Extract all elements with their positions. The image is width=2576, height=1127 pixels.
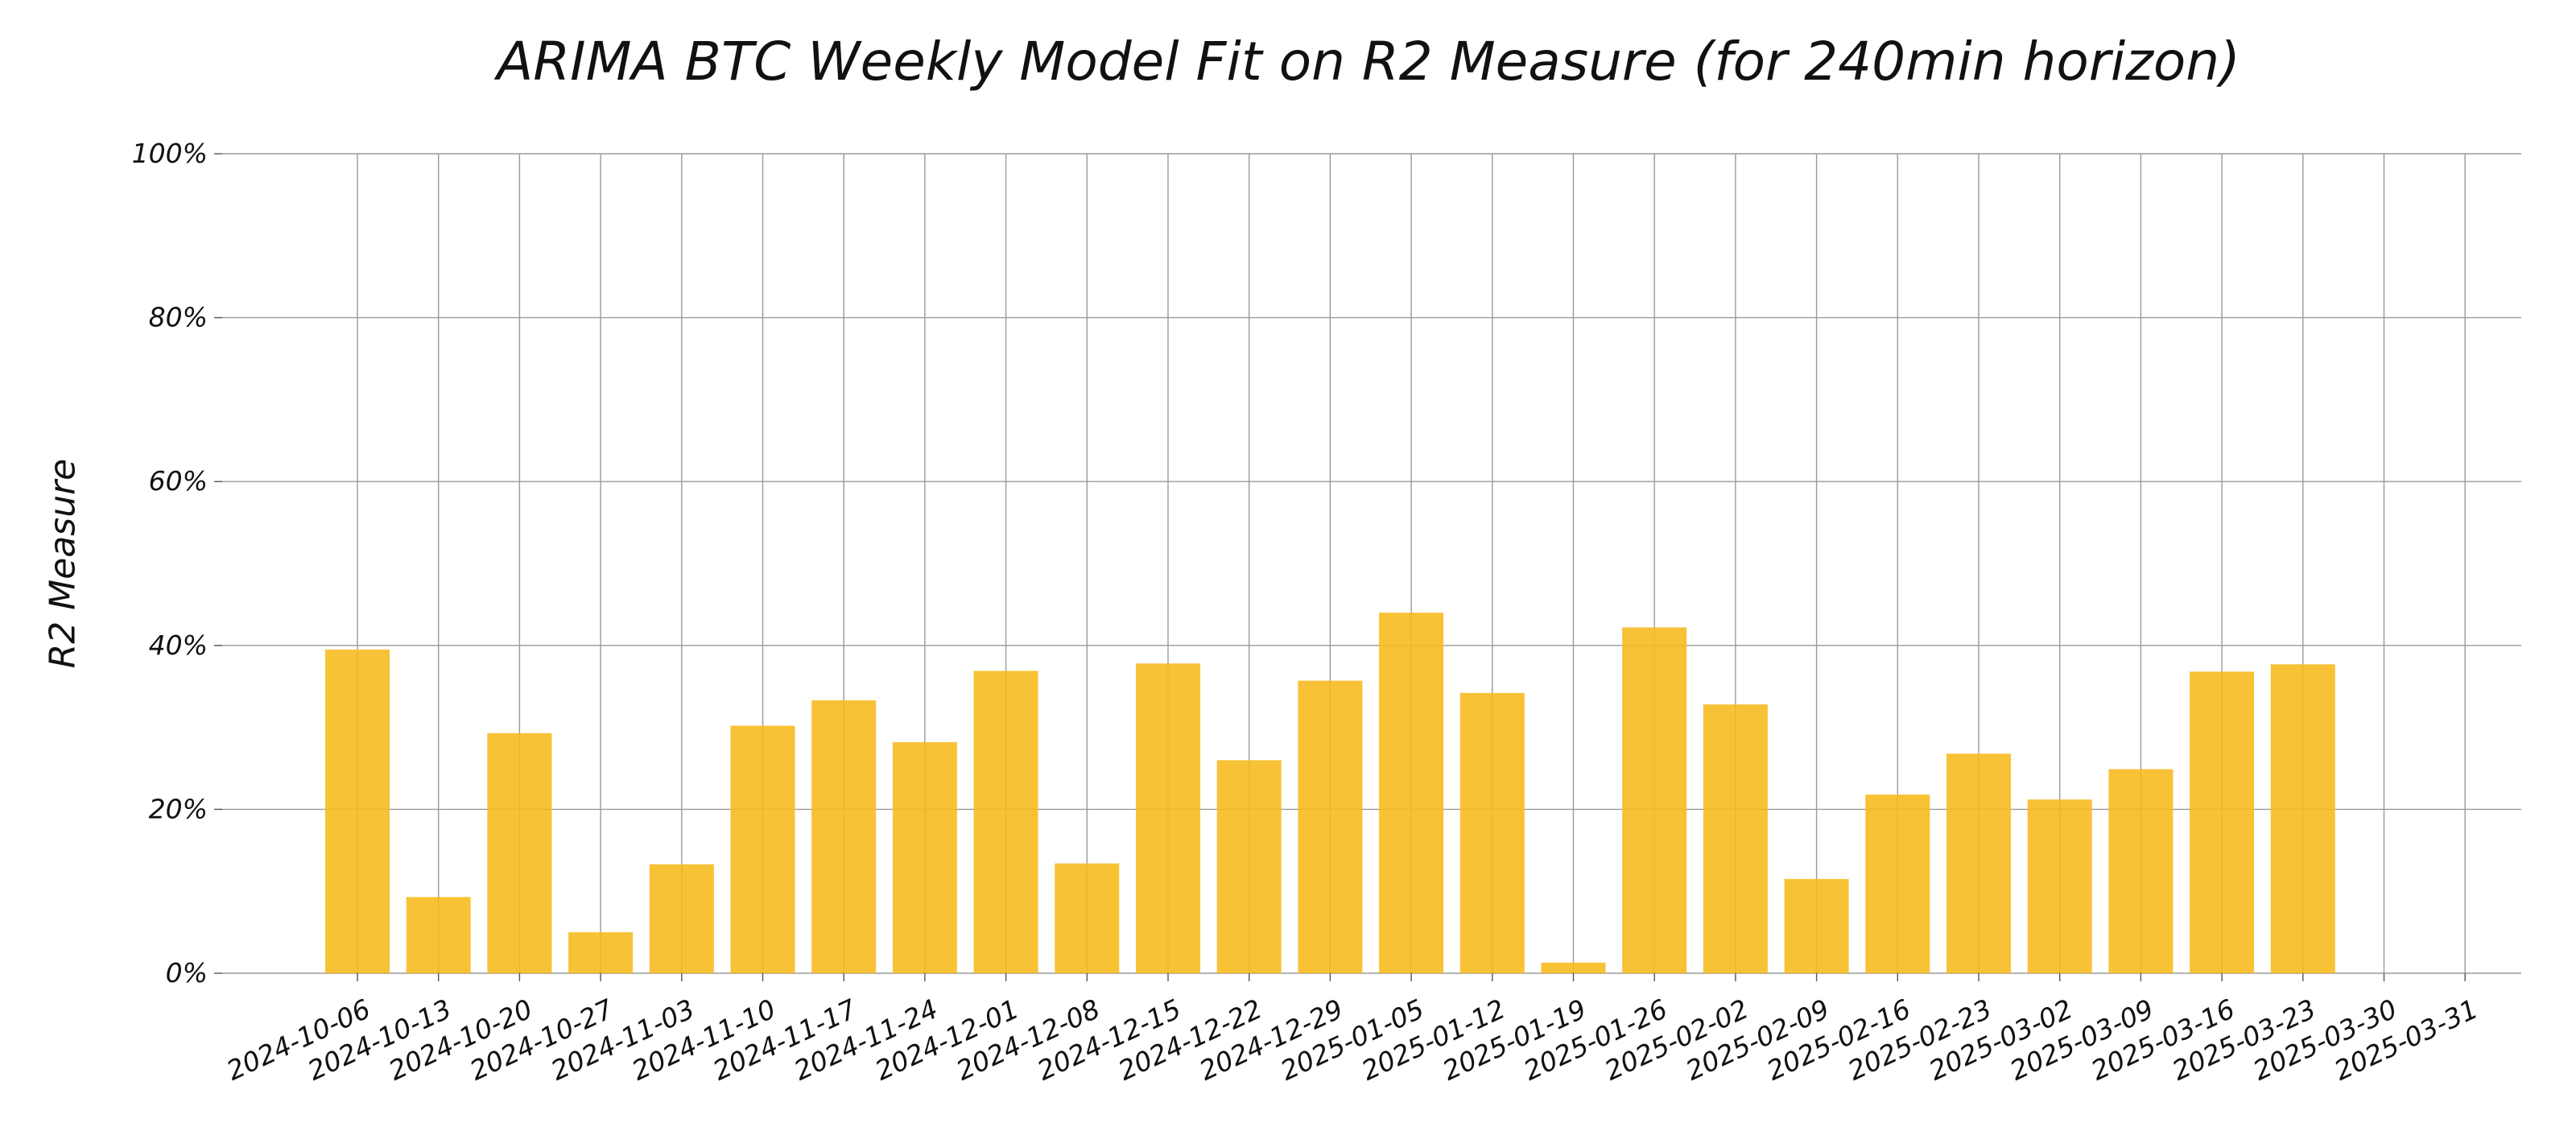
bar — [1216, 760, 1282, 973]
y-tick-label: 80% — [149, 302, 208, 333]
bar — [1703, 704, 1768, 973]
y-axis-ticks: 0% 20% 40% 60% 80% 100% — [132, 138, 222, 989]
grid — [222, 153, 2521, 974]
bar — [1136, 663, 1200, 973]
bars — [325, 613, 2335, 973]
bar — [730, 725, 795, 973]
bar — [1865, 795, 1930, 973]
bar — [1459, 692, 1525, 973]
bar — [2190, 671, 2255, 973]
y-tick-label: 40% — [149, 630, 208, 661]
y-tick-label: 100% — [132, 138, 208, 169]
bar — [892, 741, 957, 973]
bar — [1946, 753, 2011, 973]
bar — [2270, 664, 2335, 973]
x-axis-ticks: 2024-10-062024-10-132024-10-202024-10-27… — [222, 973, 2483, 1087]
y-tick-label: 0% — [166, 957, 208, 989]
bar — [1541, 962, 1606, 973]
bar — [811, 700, 877, 973]
bar — [568, 932, 634, 973]
bar — [1298, 680, 1363, 973]
bar — [1055, 863, 1120, 973]
bar — [1784, 878, 1849, 973]
bar — [2108, 769, 2174, 973]
bar — [649, 864, 714, 973]
bar — [487, 733, 552, 973]
bar — [1379, 613, 1444, 973]
y-tick-label: 60% — [149, 465, 208, 497]
bar — [1622, 627, 1687, 973]
bar — [325, 649, 390, 973]
y-tick-label: 20% — [149, 793, 208, 824]
bar — [973, 671, 1038, 973]
bar — [2027, 799, 2092, 973]
bar — [406, 897, 471, 973]
chart-title: ARIMA BTC Weekly Model Fit on R2 Measure… — [497, 31, 2240, 93]
